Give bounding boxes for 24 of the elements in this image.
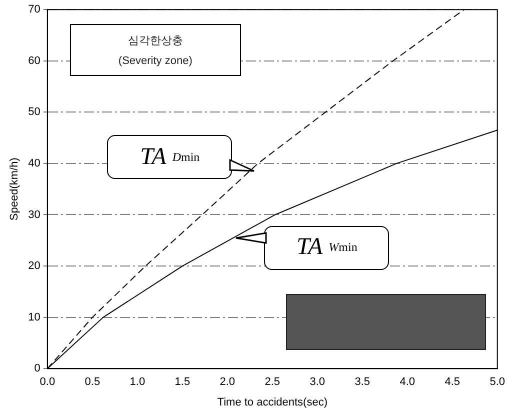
x-tick-label: 1.5 — [174, 376, 190, 388]
y-tick-label: 50 — [28, 106, 40, 118]
y-tick-label: 30 — [28, 208, 40, 221]
y-tick-label: 10 — [28, 311, 40, 324]
x-tick-label: 0.5 — [84, 376, 100, 388]
x-tick-label: 2.5 — [264, 376, 280, 388]
y-tick-label: 70 — [28, 4, 40, 16]
x-tick-label: 3.5 — [354, 376, 370, 388]
y-tick-label: 60 — [28, 54, 40, 67]
x-axis-title: Time to accidents(sec) — [217, 396, 328, 408]
x-tick-label: 0.0 — [40, 376, 56, 388]
y-tick-label: 20 — [28, 260, 40, 272]
x-tick-label: 4.0 — [400, 376, 416, 388]
y-tick-label: 0 — [34, 362, 40, 375]
annotation: (Severity zone) — [117, 55, 194, 68]
y-axis-title: Speed(km/h) — [8, 158, 21, 221]
annotation: 심각한상충 — [126, 34, 184, 48]
y-tick-label: 40 — [28, 157, 40, 170]
text-box: 심각한상충 (Severity zone) — [70, 24, 241, 76]
x-tick-label: 5.0 — [490, 376, 506, 388]
x-tick-label: 2.0 — [220, 376, 236, 388]
x-tick-label: 4.5 — [444, 376, 460, 388]
x-tick-label: 3.0 — [310, 376, 326, 388]
x-tick-label: 1.0 — [130, 376, 146, 388]
